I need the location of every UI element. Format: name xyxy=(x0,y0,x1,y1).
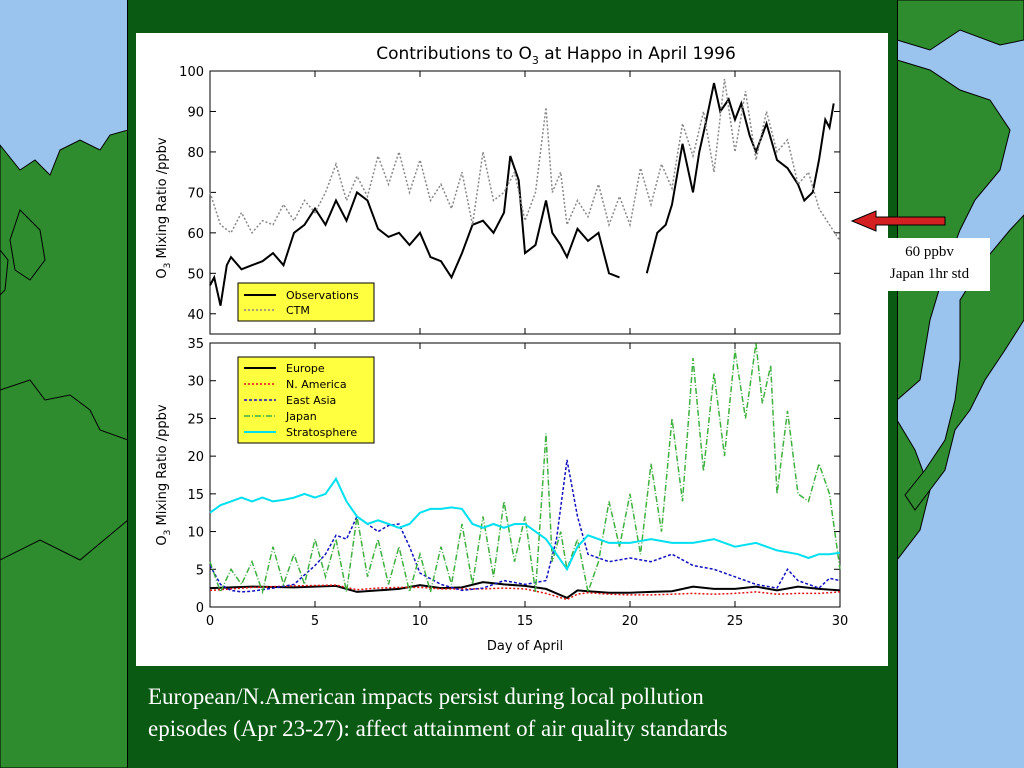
annotation-value: 60 ppbv xyxy=(905,244,954,260)
x-tick-label: 15 xyxy=(517,614,534,629)
y-tick-label: 35 xyxy=(187,337,204,352)
y-tick-label: 20 xyxy=(187,450,204,465)
chart-title-top: Contributions to O3 at Happo in April 19… xyxy=(376,44,736,67)
x-tick-label: 25 xyxy=(727,614,744,629)
chart-svg: Contributions to O3 at Happo in April 19… xyxy=(155,44,848,654)
y-tick-label: 15 xyxy=(187,488,204,503)
series-line-europe xyxy=(209,581,841,600)
x-tick-label: 5 xyxy=(311,614,319,629)
bottom-series-lines xyxy=(209,342,841,601)
top-legend-box xyxy=(237,282,375,322)
legend-label-stratosphere: Stratosphere xyxy=(286,426,357,439)
series-line-stratosphere xyxy=(209,476,841,572)
legend-label-japan: Japan xyxy=(285,410,317,423)
y-tick-label: 90 xyxy=(187,105,204,120)
x-axis-label: Day of April xyxy=(487,639,563,654)
annotation-label: Japan 1hr std xyxy=(889,266,970,282)
bottom-y-ticks: 0 5 10 15 20 25 30 35 xyxy=(187,337,840,616)
y-tick-label: 50 xyxy=(187,267,204,282)
x-tick-label: 30 xyxy=(832,614,849,629)
y-tick-label: 40 xyxy=(187,308,204,323)
y-tick-label: 80 xyxy=(187,146,204,161)
top-x-ticks xyxy=(209,71,841,334)
y-tick-label: 10 xyxy=(187,526,204,541)
series-line-east-asia xyxy=(209,459,841,593)
top-series-lines xyxy=(209,78,841,306)
y-tick-label: 60 xyxy=(187,227,204,242)
legend-label-n-america: N. America xyxy=(286,378,347,391)
legend-label-east-asia: East Asia xyxy=(286,394,336,407)
caption-line-1: European/N.American impacts persist duri… xyxy=(148,684,704,709)
bottom-y-axis-label: O3 Mixing Ratio /ppbv xyxy=(155,404,173,546)
arrow-icon xyxy=(850,210,946,232)
x-tick-label: 0 xyxy=(206,614,214,629)
series-line-observations xyxy=(209,82,835,306)
series-line-n-america xyxy=(209,584,841,601)
asia-landmass xyxy=(896,0,1024,562)
top-legend: Observations CTM xyxy=(237,282,375,322)
y-tick-label: 0 xyxy=(196,601,204,616)
legend-label-ctm: CTM xyxy=(286,304,310,317)
y-tick-label: 5 xyxy=(196,563,204,578)
top-y-axis-label: O3 Mixing Ratio /ppbv xyxy=(155,137,173,279)
y-tick-label: 100 xyxy=(179,65,204,80)
europe-landmass xyxy=(0,129,129,768)
annotation-box: 60 ppbv Japan 1hr std xyxy=(869,238,990,291)
y-tick-label: 70 xyxy=(187,186,204,201)
series-line-ctm xyxy=(209,78,841,242)
top-y-ticks: 40 50 60 70 80 90 100 xyxy=(179,65,840,323)
x-tick-label: 20 xyxy=(622,614,639,629)
legend-label-europe: Europe xyxy=(286,362,325,375)
chart-figure: Contributions to O3 at Happo in April 19… xyxy=(136,33,888,666)
bottom-panel: 0 5 10 15 20 25 30 35 0 5 10 15 20 25 30 O3 Mixing Ra… xyxy=(155,337,848,654)
x-tick-label: 10 xyxy=(412,614,429,629)
y-tick-label: 25 xyxy=(187,412,204,427)
y-tick-label: 30 xyxy=(187,375,204,390)
caption-line-2: episodes (Apr 23-27): affect attainment … xyxy=(148,716,728,741)
legend-label-observations: Observations xyxy=(286,289,359,302)
bottom-x-ticks: 0 5 10 15 20 25 30 xyxy=(206,343,848,629)
arrow-shape xyxy=(850,210,946,232)
bottom-legend-items: Europe N. America East Asia Japan Stratosphe… xyxy=(244,362,357,439)
bottom-legend: Europe N. America East Asia Japan Stratosphe… xyxy=(237,356,375,444)
top-panel: 40 50 60 70 80 90 100 O3 Mixing Ratio /ppbv Ob… xyxy=(155,65,841,335)
series-line-japan xyxy=(209,342,841,595)
